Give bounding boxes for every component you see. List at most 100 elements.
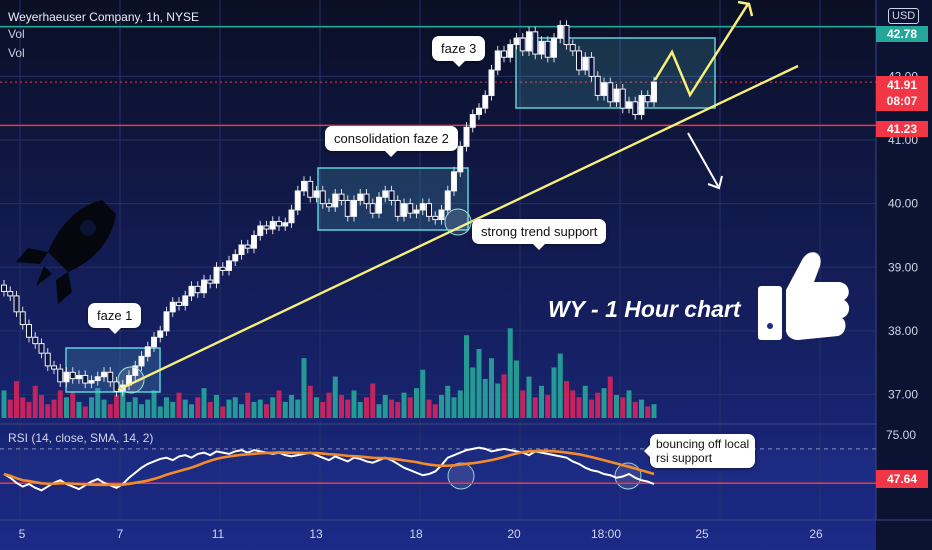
volume-bar	[7, 399, 13, 418]
candle-body	[463, 126, 470, 147]
time-axis-tick: 18	[409, 527, 423, 541]
volume-bar	[520, 390, 526, 418]
candle-body	[469, 114, 476, 128]
candle-body	[626, 101, 632, 109]
touch-circle	[117, 366, 145, 394]
candle-body	[294, 190, 301, 211]
volume-bar	[339, 395, 344, 418]
volume-bar	[95, 388, 101, 418]
candle-body	[76, 374, 82, 380]
projection-up-arrowhead	[737, 0, 754, 17]
volume-bar	[389, 399, 394, 418]
candle-body	[476, 107, 482, 116]
candle-body	[19, 311, 26, 326]
volume-bar	[464, 335, 469, 418]
callout-faze-3: faze 3	[432, 36, 486, 67]
volume-bar	[314, 397, 319, 418]
last-price: 41.91	[886, 78, 918, 92]
bar-countdown: 08:07	[886, 94, 918, 108]
callout-rsi-support: bouncing off local rsi support	[643, 434, 756, 468]
volume-bar	[226, 399, 232, 418]
volume-bar	[307, 385, 313, 418]
candle-body	[407, 203, 414, 214]
price-tag-last: 41.91 08:07	[876, 76, 928, 111]
volume-bar	[45, 404, 51, 418]
candle-body	[613, 88, 620, 103]
volume-bar	[270, 397, 276, 418]
volume-bar	[89, 397, 94, 418]
candle-body	[363, 193, 370, 205]
candle-body	[388, 190, 395, 201]
volume-bar	[551, 367, 557, 418]
volume-bar	[332, 376, 338, 418]
candle-body	[576, 50, 582, 71]
volume-bar	[576, 397, 582, 418]
candle-body	[563, 24, 570, 46]
candle-body	[538, 40, 545, 55]
candle-body	[244, 244, 251, 249]
candle-body	[269, 220, 276, 230]
volume-bar	[201, 388, 207, 418]
candle-body	[113, 381, 120, 392]
candle-body	[419, 203, 426, 211]
time-axis-tick: 20	[507, 527, 521, 541]
volume-bar	[632, 401, 638, 418]
candle-body	[357, 193, 364, 201]
rsi-axis-top: 75.00	[886, 428, 917, 442]
volume-bar	[289, 395, 294, 418]
volume-bar	[39, 395, 44, 418]
candle-body	[594, 75, 601, 96]
volume-bar	[120, 385, 126, 418]
volume-bar	[195, 397, 201, 418]
volume-bar	[401, 392, 407, 418]
volume-bar	[1, 390, 7, 418]
volume-bar	[320, 401, 326, 418]
volume-bar	[595, 392, 601, 418]
candle-body	[644, 94, 651, 103]
candle-body	[507, 44, 514, 58]
volume-bar	[276, 390, 282, 418]
candle-body	[1, 284, 7, 292]
volume-bar	[414, 388, 419, 418]
candle-body	[526, 31, 532, 52]
callout-rsi-line-1: bouncing off local	[656, 437, 750, 451]
candle-body	[151, 336, 157, 348]
volume-bar	[114, 395, 119, 418]
candle-body	[426, 203, 432, 217]
volume-bar	[64, 397, 69, 418]
candle-body	[132, 365, 139, 376]
volume-bar	[257, 399, 263, 418]
volume-bar	[76, 401, 82, 418]
currency-badge[interactable]: USD	[888, 8, 920, 24]
candle-body	[238, 244, 245, 256]
candle-body	[344, 199, 351, 217]
candle-body	[332, 193, 339, 208]
volume-bar	[282, 401, 288, 418]
candle-body	[101, 371, 107, 378]
candle-body	[444, 190, 451, 211]
candle-body	[607, 82, 614, 103]
volume-bar	[326, 392, 332, 418]
touch-circle	[447, 462, 475, 490]
candle-body	[307, 180, 314, 198]
candle-body	[569, 44, 576, 52]
volume-bar	[14, 381, 19, 418]
volume-bar	[564, 381, 569, 418]
candle-body	[276, 220, 282, 227]
volume-bar	[345, 399, 351, 418]
candle-body	[638, 94, 645, 116]
volume-bar	[495, 383, 501, 418]
candle-body	[382, 190, 389, 198]
volume-bar	[370, 383, 376, 418]
volume-bar	[182, 399, 188, 418]
volume-bar	[164, 397, 169, 418]
volume-bar	[176, 392, 182, 418]
volume-bar	[132, 397, 138, 418]
candle-body	[257, 225, 264, 236]
candle-body	[532, 31, 539, 55]
volume-bar	[501, 374, 507, 418]
candle-body	[144, 346, 151, 357]
volume-bar	[457, 390, 463, 418]
candle-body	[282, 222, 289, 227]
